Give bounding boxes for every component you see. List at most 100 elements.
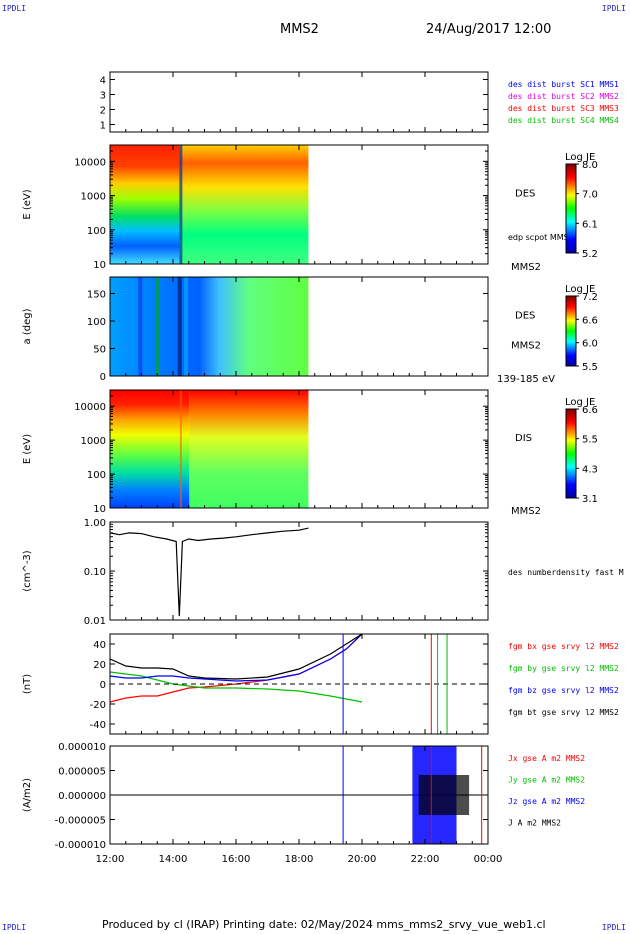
data-layer <box>109 527 488 844</box>
pitch-angle-streak <box>177 277 182 376</box>
colorbar-tick-label: 3.1 <box>582 494 598 505</box>
species-label-des_e: DES <box>515 189 535 200</box>
x-tick-label: 14:00 <box>159 854 188 865</box>
legend-entry: des dist burst SC2 MMS2 <box>508 92 619 101</box>
y-axis-label-density: (cm^-3) <box>22 550 33 591</box>
y-tick-label: 0.10 <box>84 567 106 578</box>
colorbar-tick-label: 5.2 <box>582 249 598 260</box>
colorbar-des_pa <box>565 295 577 367</box>
y-tick-label: 40 <box>93 640 106 651</box>
y-tick-label: 0.01 <box>84 616 106 627</box>
des-energy-spectrogram-early <box>110 145 180 264</box>
y-tick-label: 10 <box>93 504 106 515</box>
pitch-angle-streak <box>155 277 160 376</box>
y-tick-label: 4 <box>100 76 106 87</box>
y-axis-label-dis_e: E (eV) <box>22 434 33 464</box>
species-label-dis_e: DIS <box>515 433 532 444</box>
legend-entry: fgm bt gse srvy l2 MMS2 <box>508 708 619 717</box>
colorbar-tick-label: 8.0 <box>582 160 598 171</box>
colorbar-title: Log JE <box>565 397 595 408</box>
species-label-des_pa: DES <box>515 311 535 322</box>
y-tick-label: 1000 <box>81 436 106 447</box>
bottom-label-des_e: MMS2 <box>511 262 541 273</box>
y-tick-label: -20 <box>90 700 106 711</box>
y-tick-label: 1.00 <box>84 518 106 529</box>
dis-energy-spectrogram-early <box>110 390 190 508</box>
y-tick-label: 0.000000 <box>58 791 106 802</box>
colorbar-tick-label: 7.0 <box>582 190 598 201</box>
corner-label-bottom-left: IPDLI <box>2 923 27 932</box>
panel-frame-density <box>109 521 489 621</box>
y-tick-label: -40 <box>90 720 106 731</box>
colorbar-des_e <box>565 163 577 254</box>
colorbar-tick-label: 6.6 <box>582 315 598 326</box>
legend-entry: fgm by gse srvy l2 MMS2 <box>508 664 619 673</box>
datetime-title: 24/Aug/2017 12:00 <box>426 22 552 37</box>
y-tick-label: 10000 <box>74 157 106 168</box>
x-tick-label: 00:00 <box>474 854 503 865</box>
panel-frame-sc <box>109 71 489 133</box>
legend-entry: Jy gse A m2 MMS2 <box>508 776 585 785</box>
y-tick-label: 2 <box>100 106 106 117</box>
sub-label-des_pa: MMS2 <box>511 341 541 352</box>
colorbar-title: Log JE <box>565 152 595 163</box>
footer-credits: Produced by cl (IRAP) Printing date: 02/… <box>102 918 546 931</box>
y-tick-label: 0.000010 <box>58 742 106 753</box>
y-axis-label-des_pa: a (deg) <box>22 308 33 344</box>
colorbar-dis_e <box>565 408 577 499</box>
spacecraft-title: MMS2 <box>280 22 319 37</box>
data-series-line <box>109 633 363 682</box>
colorbar-tick-label: 5.5 <box>582 362 598 373</box>
colorbar-tick-label: 6.0 <box>582 339 598 350</box>
colorbar-tick-label: 4.3 <box>582 464 598 475</box>
des-energy-spectrogram-late <box>179 145 309 264</box>
current-burst-core <box>418 775 470 815</box>
spectrogram-layer <box>110 145 309 508</box>
y-tick-label: 100 <box>87 470 106 481</box>
y-tick-label: 0.000005 <box>58 767 106 778</box>
colorbar-tick-label: 7.2 <box>582 292 598 303</box>
y-tick-label: 0 <box>100 372 106 383</box>
legend-entry: Jx gse A m2 MMS2 <box>508 754 585 763</box>
colorbar-title: Log JE <box>565 284 595 295</box>
x-tick-label: 18:00 <box>285 854 314 865</box>
y-tick-label: 50 <box>93 345 106 356</box>
y-tick-label: 10 <box>93 260 106 271</box>
data-series-line <box>109 671 363 703</box>
y-tick-label: 100 <box>87 226 106 237</box>
colorbar-tick-label: 6.6 <box>582 405 598 416</box>
y-axis-label-current: (A/m2) <box>22 778 33 812</box>
y-tick-label: -0.000005 <box>55 816 106 827</box>
data-series-line <box>109 527 309 617</box>
corner-label-top-left: IPDLI <box>2 4 27 13</box>
x-tick-label: 22:00 <box>411 854 440 865</box>
x-tick-label: 12:00 <box>96 854 125 865</box>
legend-entry: des numberdensity fast M <box>508 568 624 577</box>
dis-energy-spectrogram-late <box>189 390 309 508</box>
data-series-line <box>109 633 363 680</box>
colorbar-tick-label: 5.5 <box>582 435 598 446</box>
corner-label-bottom-right: IPDLI <box>601 923 626 932</box>
bottom-label-dis_e: MMS2 <box>511 506 541 517</box>
legend-entry: fgm bx gse srvy l2 MMS2 <box>508 642 619 651</box>
legend-entry: des dist burst SC3 MMS3 <box>508 104 619 113</box>
bottom-label-des_pa: 139-185 eV <box>497 374 555 385</box>
legend-entry: J A m2 MMS2 <box>508 819 561 828</box>
pitch-angle-streak <box>138 277 143 376</box>
x-tick-label: 20:00 <box>348 854 377 865</box>
y-tick-label: 10000 <box>74 402 106 413</box>
y-tick-label: 100 <box>87 317 106 328</box>
legend-entry: fgm bz gse srvy l2 MMS2 <box>508 686 619 695</box>
y-tick-label: 1 <box>100 121 106 132</box>
pitch-angle-streak <box>184 277 189 376</box>
y-axis-label-des_e: E (eV) <box>22 189 33 219</box>
legend-entry: Jz gse A m2 MMS2 <box>508 797 585 806</box>
y-axis-label-fgm: (nT) <box>22 674 33 694</box>
axes-layer: 1 2 3 4 des dist burst SC1 MMS1 des dist burs… <box>22 71 624 865</box>
y-tick-label: 150 <box>87 290 106 301</box>
y-tick-label: -0.000010 <box>55 840 106 851</box>
des-pitch-angle-spectrogram <box>110 277 309 376</box>
y-tick-label: 3 <box>100 91 106 102</box>
legend-entry: des dist burst SC4 MMS4 <box>508 116 619 125</box>
